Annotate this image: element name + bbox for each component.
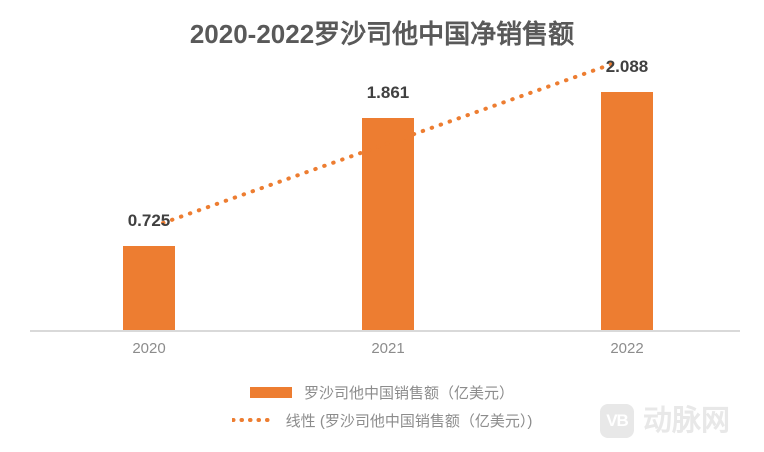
legend-label-trendline: 线性 (罗沙司他中国销售额（亿美元）) [285, 412, 533, 430]
x-tick-2020: 2020 [132, 340, 166, 357]
watermark-logo-icon: VB [600, 404, 634, 438]
legend-item-series-trendline[interactable]: 线性 (罗沙司他中国销售额（亿美元）) [0, 406, 764, 434]
chart-title: 2020-2022罗沙司他中国净销售额 [189, 19, 575, 49]
bar-2021[interactable] [362, 118, 414, 330]
x-tick-2022: 2022 [610, 340, 644, 357]
chart-legend: 罗沙司他中国销售额（亿美元） 线性 (罗沙司他中国销售额（亿美元）) [0, 378, 764, 434]
data-label-2020: 0.725 [127, 211, 171, 230]
legend-label-bar: 罗沙司他中国销售额（亿美元） [303, 384, 514, 402]
x-tick-2021: 2021 [371, 340, 405, 357]
x-axis-line [30, 330, 740, 332]
data-label-2022: 2.088 [605, 57, 649, 76]
data-label-2021: 1.861 [366, 83, 410, 102]
watermark: VB 动脉网 [600, 404, 730, 438]
legend-item-series-bar[interactable]: 罗沙司他中国销售额（亿美元） [0, 378, 764, 406]
legend-dotted-line-icon [231, 418, 274, 422]
bar-2022[interactable] [601, 92, 653, 330]
bar-2020[interactable] [123, 246, 175, 330]
watermark-text: 动脉网 [643, 405, 731, 437]
legend-bar-swatch-icon [249, 386, 292, 398]
